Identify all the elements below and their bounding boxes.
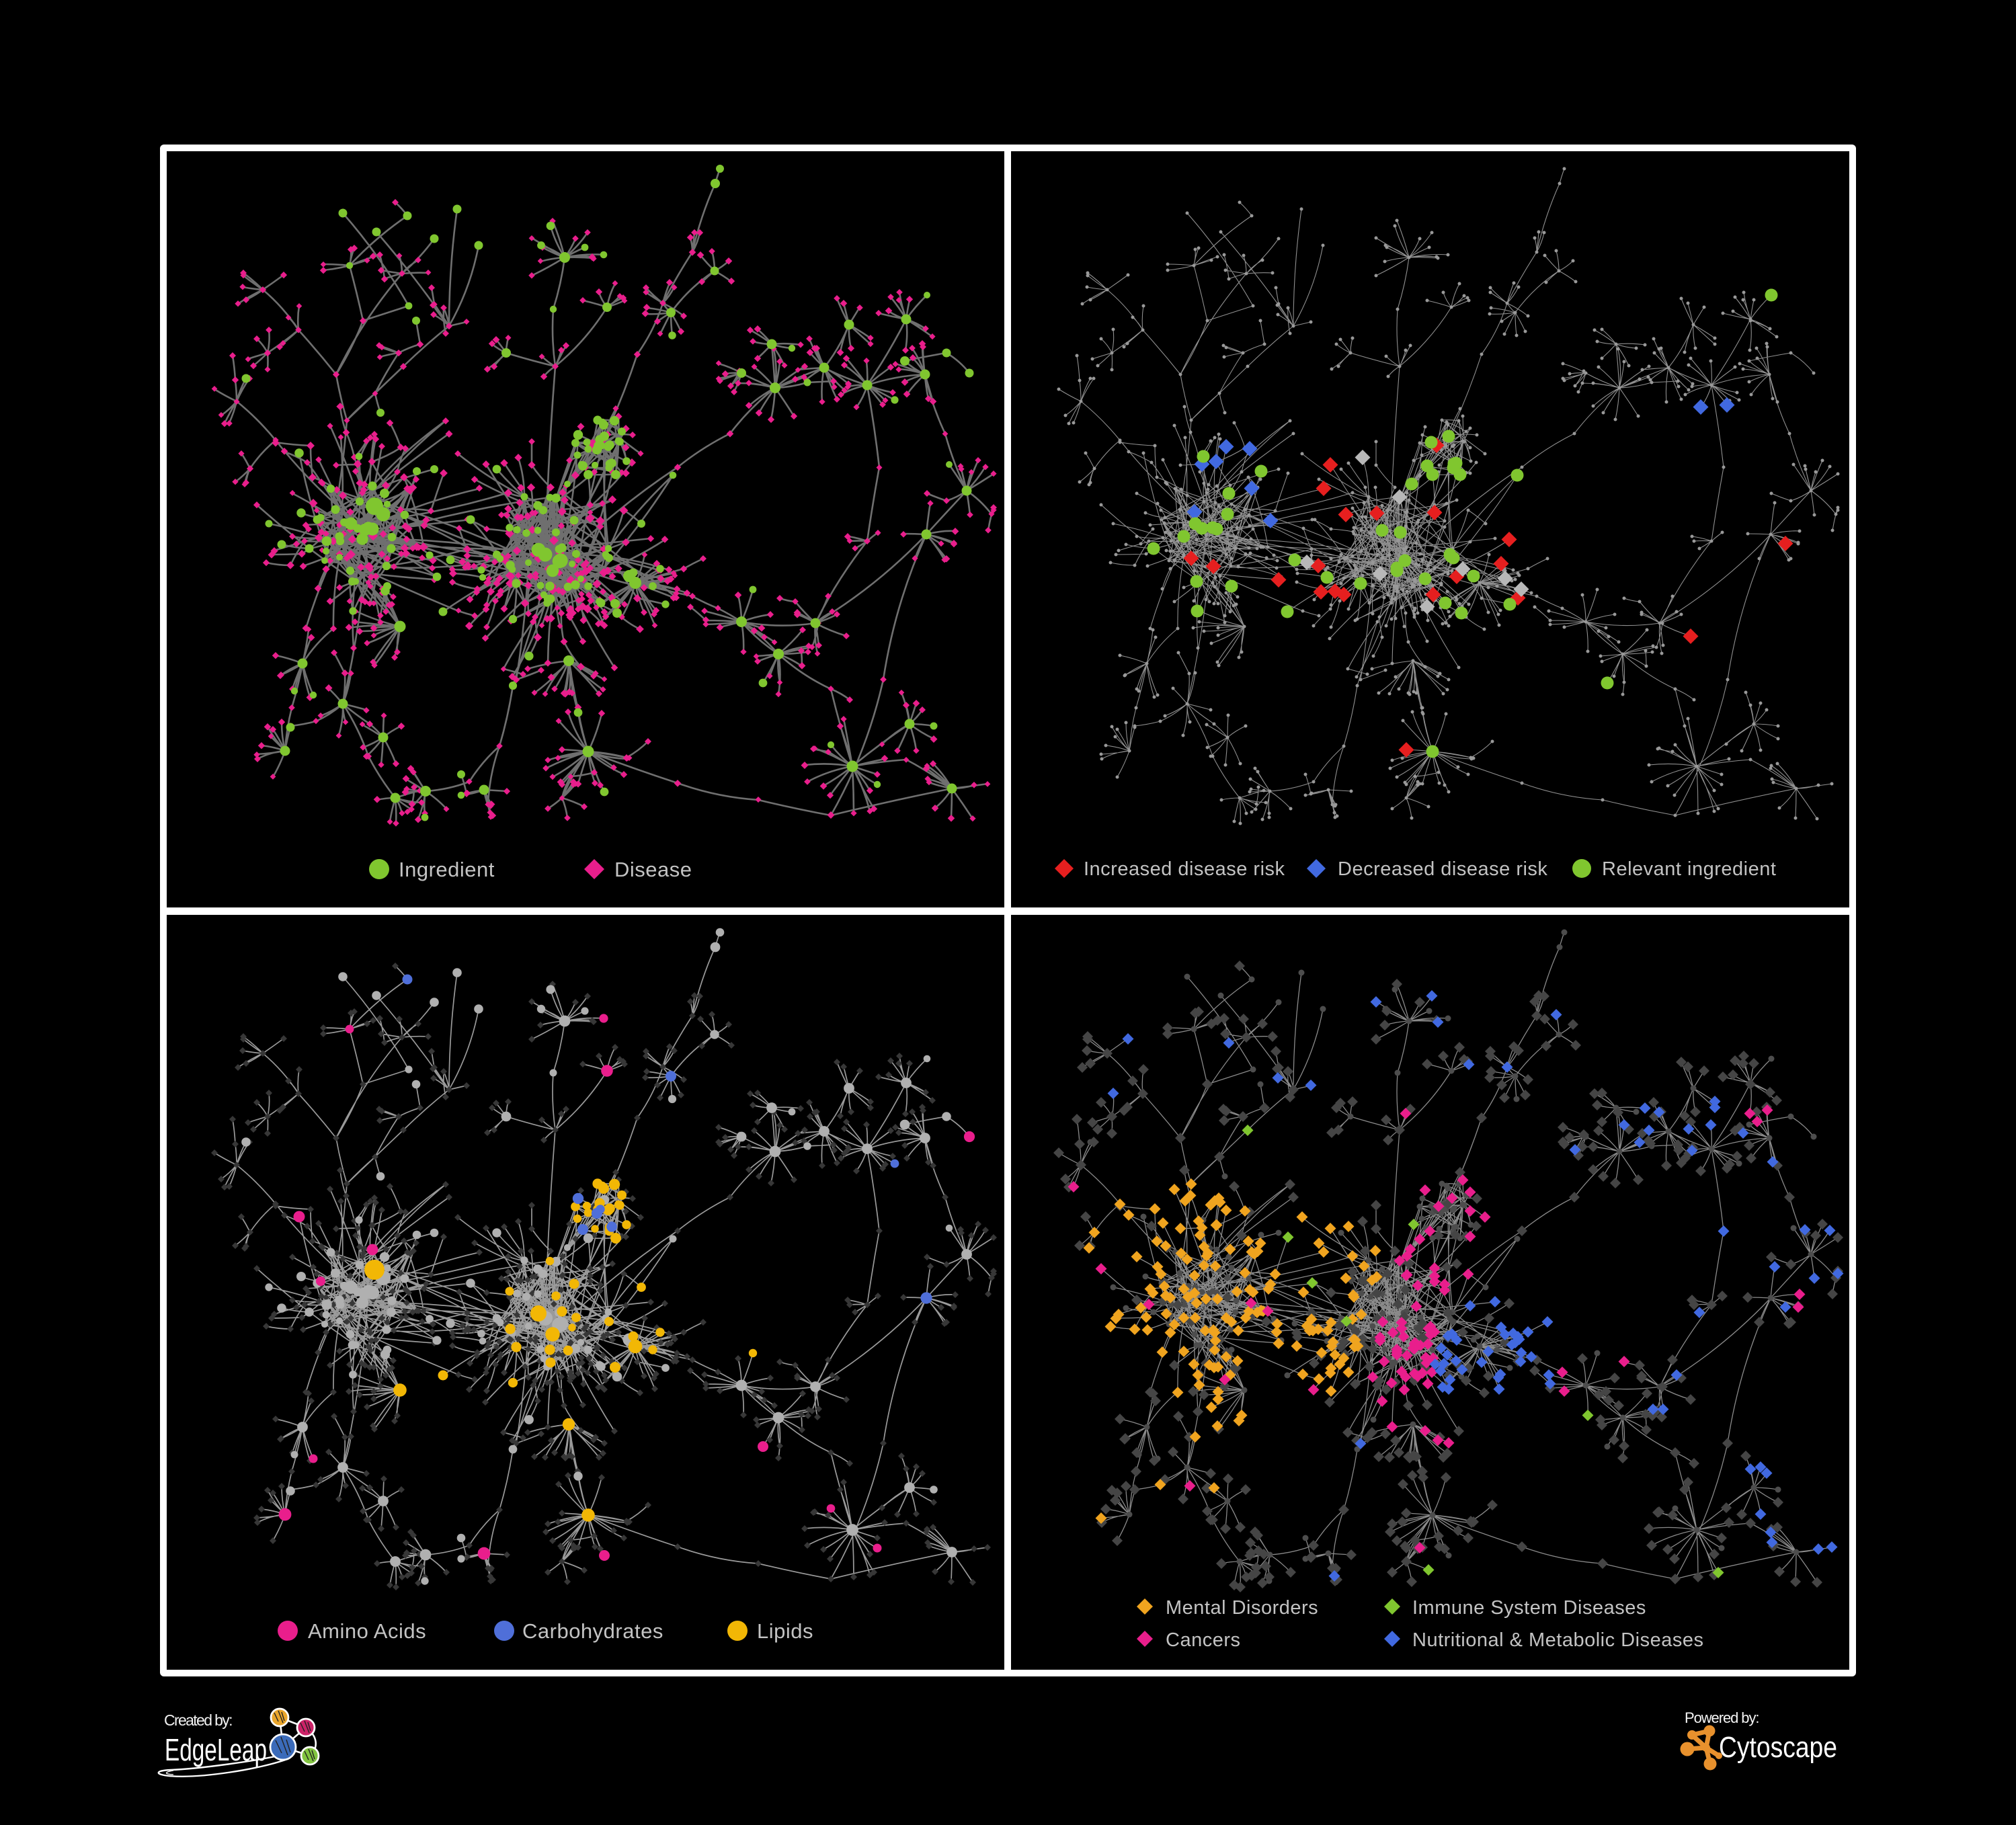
svg-text:Nutritional & Metabolic Diseas: Nutritional & Metabolic Diseases <box>1412 1629 1703 1651</box>
svg-text:Amino Acids: Amino Acids <box>308 1619 426 1643</box>
svg-text:Decreased disease risk: Decreased disease risk <box>1338 858 1547 880</box>
svg-text:Cytoscape: Cytoscape <box>1719 1731 1837 1764</box>
svg-text:Disease: Disease <box>614 858 692 881</box>
svg-text:Increased disease risk: Increased disease risk <box>1084 858 1285 880</box>
svg-text:Mental Disorders: Mental Disorders <box>1166 1597 1318 1619</box>
svg-text:Immune System Diseases: Immune System Diseases <box>1412 1597 1646 1619</box>
svg-text:Relevant ingredient: Relevant ingredient <box>1602 858 1776 880</box>
svg-text:Powered by:: Powered by: <box>1685 1709 1760 1726</box>
svg-text:Carbohydrates: Carbohydrates <box>522 1619 663 1643</box>
svg-text:Lipids: Lipids <box>757 1619 813 1643</box>
svg-text:Created by:: Created by: <box>164 1711 233 1729</box>
svg-text:Cancers: Cancers <box>1166 1629 1241 1651</box>
svg-text:EdgeLeap: EdgeLeap <box>165 1732 267 1767</box>
svg-text:Ingredient: Ingredient <box>399 858 495 881</box>
